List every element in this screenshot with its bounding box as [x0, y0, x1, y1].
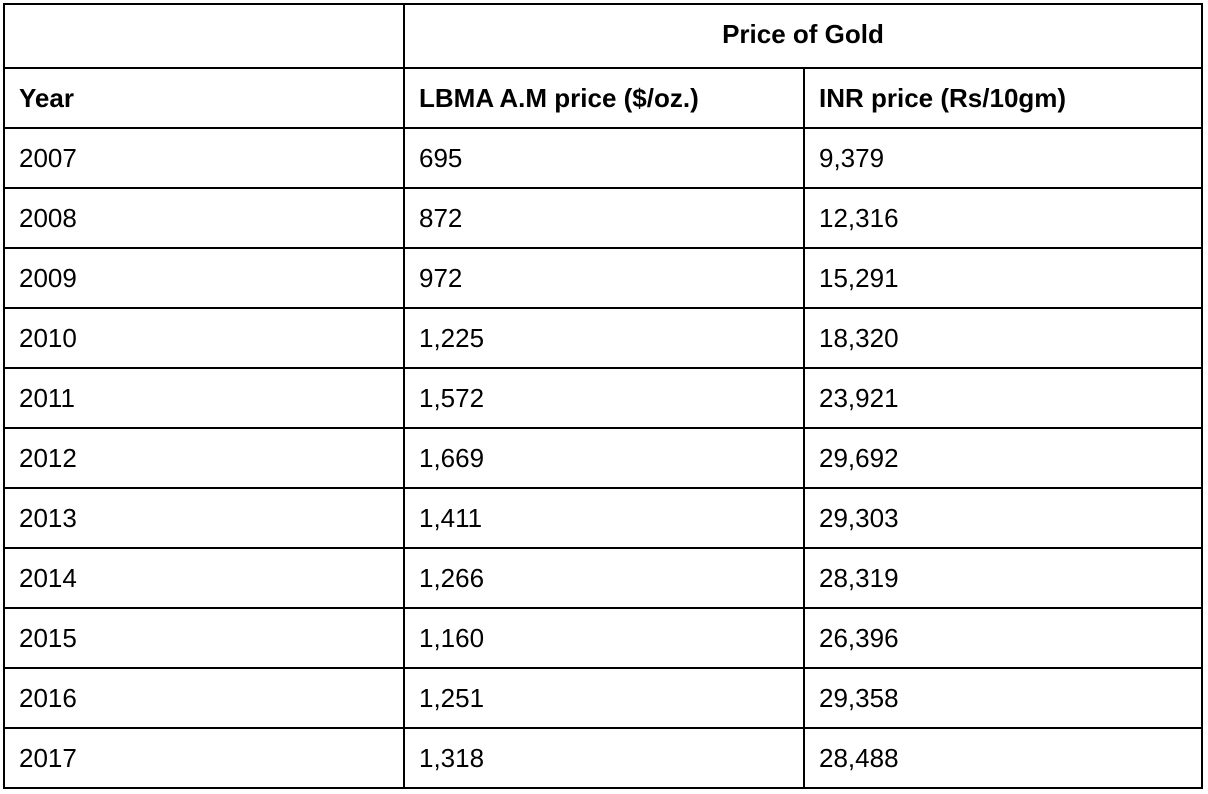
lbma-price-cell: 1,572 [403, 367, 805, 429]
group-header-row: Price of Gold [3, 3, 1203, 69]
inr-price-cell: 29,692 [803, 427, 1203, 489]
lbma-price-cell: 1,411 [403, 487, 805, 549]
lbma-price-cell: 695 [403, 127, 805, 189]
inr-price-cell: 18,320 [803, 307, 1203, 369]
inr-price-cell: 29,303 [803, 487, 1203, 549]
year-cell: 2007 [3, 127, 405, 189]
table-body: Price of Gold Year LBMA A.M price ($/oz.… [3, 3, 1203, 789]
lbma-price-cell: 1,160 [403, 607, 805, 669]
year-cell: 2011 [3, 367, 405, 429]
year-cell: 2009 [3, 247, 405, 309]
lbma-price-cell: 1,669 [403, 427, 805, 489]
table-row: 2012 1,669 29,692 [3, 427, 1203, 489]
inr-price-cell: 12,316 [803, 187, 1203, 249]
column-header-lbma-price: LBMA A.M price ($/oz.) [403, 67, 805, 129]
inr-price-cell: 15,291 [803, 247, 1203, 309]
year-cell: 2010 [3, 307, 405, 369]
table-row: 2013 1,411 29,303 [3, 487, 1203, 549]
table-row: 2011 1,572 23,921 [3, 367, 1203, 429]
inr-price-cell: 26,396 [803, 607, 1203, 669]
lbma-price-cell: 1,318 [403, 727, 805, 789]
table-row: 2014 1,266 28,319 [3, 547, 1203, 609]
year-cell: 2016 [3, 667, 405, 729]
table-row: 2008 872 12,316 [3, 187, 1203, 249]
inr-price-cell: 28,488 [803, 727, 1203, 789]
table-row: 2017 1,318 28,488 [3, 727, 1203, 789]
year-cell: 2012 [3, 427, 405, 489]
inr-price-cell: 9,379 [803, 127, 1203, 189]
empty-corner-cell [3, 3, 405, 69]
lbma-price-cell: 1,225 [403, 307, 805, 369]
column-header-row: Year LBMA A.M price ($/oz.) INR price (R… [3, 67, 1203, 129]
table-row: 2009 972 15,291 [3, 247, 1203, 309]
lbma-price-cell: 1,251 [403, 667, 805, 729]
inr-price-cell: 28,319 [803, 547, 1203, 609]
year-cell: 2008 [3, 187, 405, 249]
inr-price-cell: 29,358 [803, 667, 1203, 729]
table-row: 2007 695 9,379 [3, 127, 1203, 189]
inr-price-cell: 23,921 [803, 367, 1203, 429]
year-cell: 2017 [3, 727, 405, 789]
column-header-inr-price: INR price (Rs/10gm) [803, 67, 1203, 129]
gold-price-table: Price of Gold Year LBMA A.M price ($/oz.… [3, 3, 1203, 789]
lbma-price-cell: 972 [403, 247, 805, 309]
year-cell: 2013 [3, 487, 405, 549]
lbma-price-cell: 872 [403, 187, 805, 249]
group-header-price-of-gold: Price of Gold [403, 3, 1203, 69]
column-header-year: Year [3, 67, 405, 129]
year-cell: 2015 [3, 607, 405, 669]
lbma-price-cell: 1,266 [403, 547, 805, 609]
year-cell: 2014 [3, 547, 405, 609]
table-row: 2016 1,251 29,358 [3, 667, 1203, 729]
table-row: 2010 1,225 18,320 [3, 307, 1203, 369]
table-row: 2015 1,160 26,396 [3, 607, 1203, 669]
